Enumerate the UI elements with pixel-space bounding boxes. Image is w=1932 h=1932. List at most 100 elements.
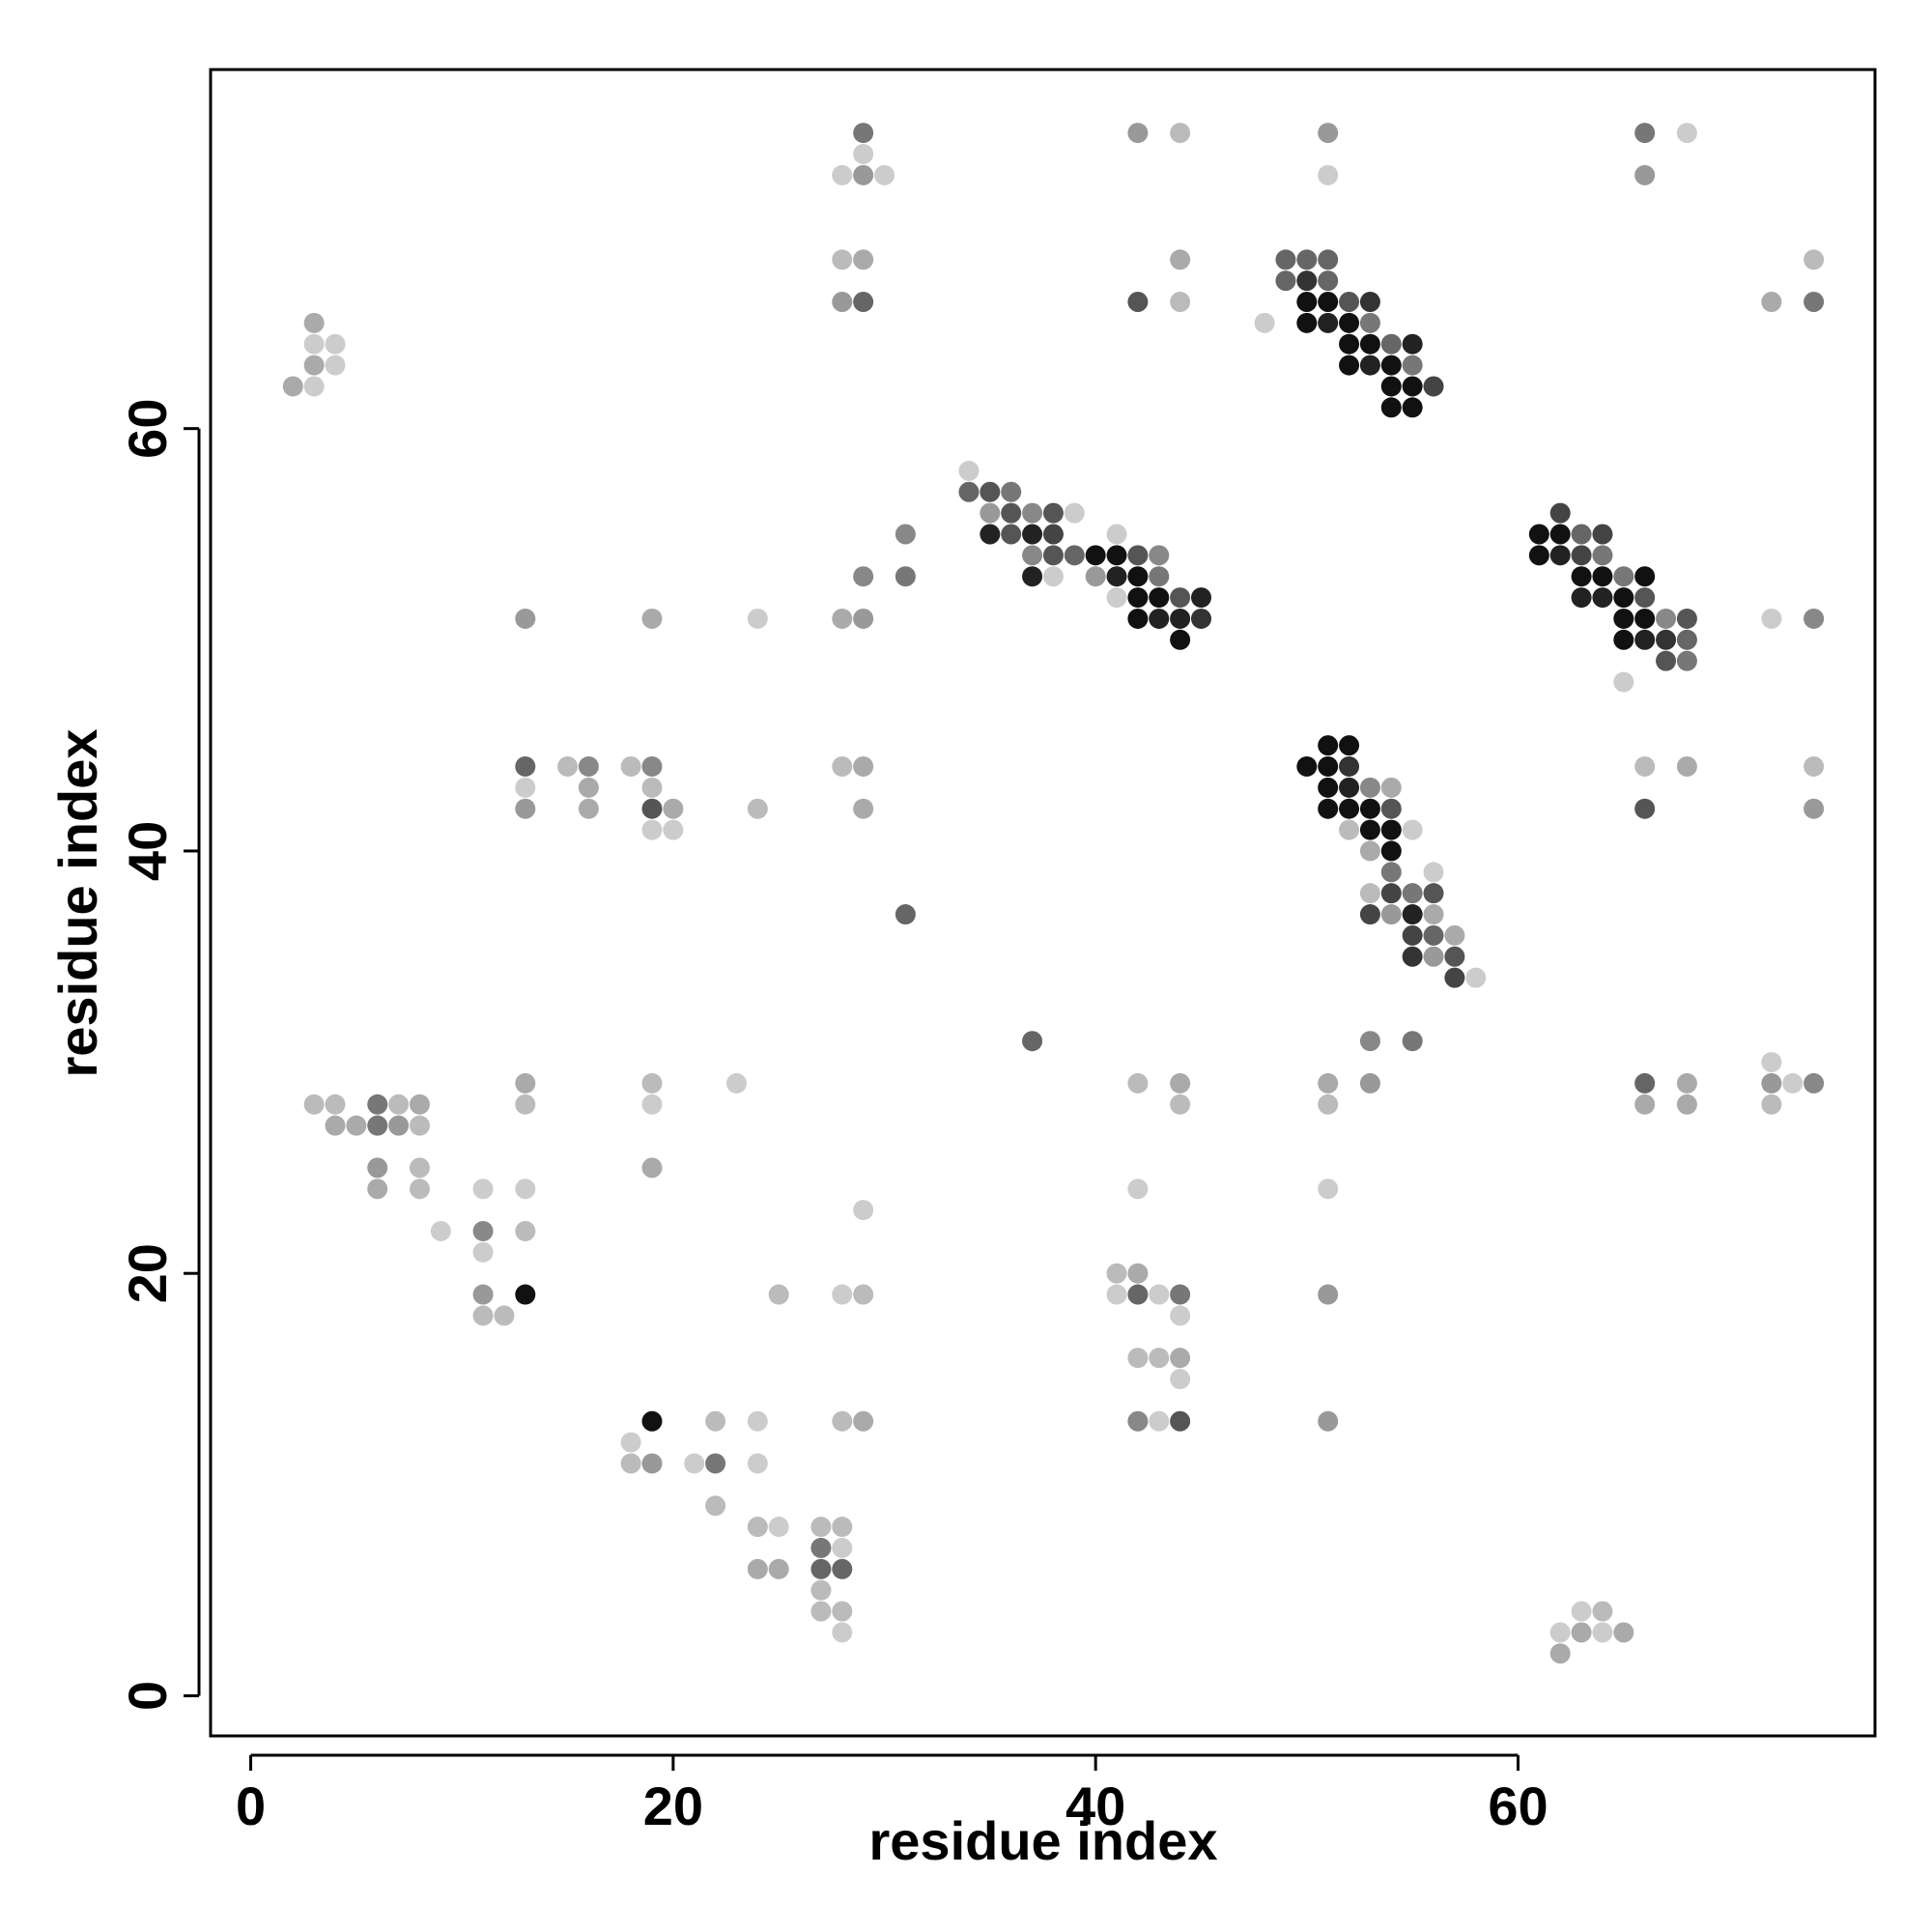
- point: [515, 1072, 536, 1094]
- point: [1423, 862, 1444, 883]
- point: [1423, 376, 1444, 397]
- point: [853, 291, 874, 312]
- point: [1001, 481, 1022, 502]
- point: [1634, 566, 1656, 587]
- point: [810, 1517, 832, 1538]
- point: [1592, 1622, 1613, 1643]
- point: [641, 755, 663, 777]
- point: [980, 502, 1001, 524]
- point: [1571, 1622, 1592, 1643]
- point: [1402, 883, 1423, 904]
- point: [1170, 1094, 1191, 1115]
- point: [515, 608, 536, 629]
- point: [1064, 502, 1085, 524]
- point: [1042, 545, 1064, 566]
- point: [1318, 798, 1339, 819]
- point: [641, 1453, 663, 1474]
- point: [1549, 545, 1571, 566]
- point: [641, 819, 663, 840]
- point: [1613, 629, 1634, 650]
- point: [346, 1115, 367, 1136]
- point: [663, 819, 684, 840]
- point: [1339, 312, 1360, 333]
- point: [1318, 291, 1339, 312]
- point: [1761, 291, 1782, 312]
- point: [1318, 164, 1339, 185]
- point: [1761, 608, 1782, 629]
- point: [1022, 566, 1043, 587]
- point: [1170, 1305, 1191, 1326]
- point: [557, 755, 579, 777]
- point: [1339, 819, 1360, 840]
- x-tick-label: 0: [236, 1776, 266, 1836]
- point: [832, 249, 853, 270]
- point: [1592, 587, 1613, 609]
- point: [1318, 249, 1339, 270]
- point: [1380, 777, 1402, 798]
- point: [980, 524, 1001, 545]
- point: [472, 1179, 494, 1200]
- point: [1380, 904, 1402, 925]
- point: [768, 1517, 789, 1538]
- point: [1613, 566, 1634, 587]
- point: [1613, 587, 1634, 609]
- point: [1042, 502, 1064, 524]
- point: [1676, 629, 1697, 650]
- point: [853, 1284, 874, 1305]
- point: [1359, 883, 1380, 904]
- point: [1380, 376, 1402, 397]
- point: [1296, 270, 1318, 292]
- point: [1402, 1031, 1423, 1052]
- point: [1676, 123, 1697, 144]
- x-tick-label: 40: [1065, 1776, 1125, 1836]
- point: [1359, 904, 1380, 925]
- point: [1318, 1094, 1339, 1115]
- point: [1359, 355, 1380, 376]
- point: [1761, 1094, 1782, 1115]
- point: [409, 1157, 430, 1179]
- point: [1423, 883, 1444, 904]
- point: [515, 1179, 536, 1200]
- point: [1318, 735, 1339, 756]
- point: [1106, 587, 1127, 609]
- point: [1402, 904, 1423, 925]
- point: [832, 608, 853, 629]
- point: [705, 1410, 726, 1432]
- point: [1318, 1072, 1339, 1094]
- point: [641, 777, 663, 798]
- point: [303, 1094, 325, 1115]
- point: [1528, 524, 1549, 545]
- point: [282, 376, 303, 397]
- point: [1275, 270, 1296, 292]
- point: [1402, 333, 1423, 355]
- point: [388, 1115, 410, 1136]
- point: [832, 1558, 853, 1579]
- point: [853, 164, 874, 185]
- point: [1064, 545, 1085, 566]
- point: [1380, 840, 1402, 862]
- point: [1634, 123, 1656, 144]
- point: [853, 798, 874, 819]
- point: [1149, 608, 1170, 629]
- point: [1549, 1643, 1571, 1664]
- point: [1380, 798, 1402, 819]
- point: [853, 755, 874, 777]
- x-tick-label: 20: [643, 1776, 703, 1836]
- point: [1676, 1094, 1697, 1115]
- point: [1676, 608, 1697, 629]
- point: [1761, 1052, 1782, 1073]
- point: [1359, 1031, 1380, 1052]
- point: [832, 164, 853, 185]
- point: [1592, 566, 1613, 587]
- point: [1676, 650, 1697, 671]
- point: [1571, 545, 1592, 566]
- point: [578, 755, 599, 777]
- point: [578, 777, 599, 798]
- point: [1613, 608, 1634, 629]
- point: [1402, 924, 1423, 946]
- point: [515, 755, 536, 777]
- point: [1001, 524, 1022, 545]
- point: [1380, 333, 1402, 355]
- point: [620, 1453, 641, 1474]
